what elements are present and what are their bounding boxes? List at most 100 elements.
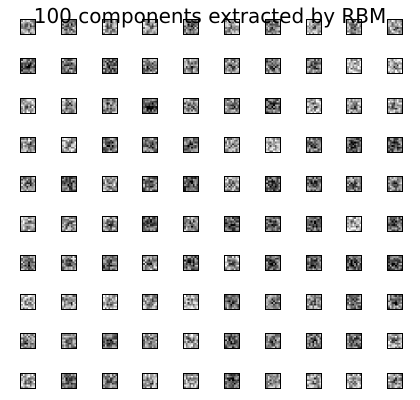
component-tile — [264, 254, 281, 271]
component-tile — [20, 97, 36, 114]
component-image — [347, 334, 362, 349]
component-image — [102, 59, 117, 74]
component-tile — [183, 58, 200, 75]
component-tile — [264, 333, 281, 350]
component-tile — [142, 294, 159, 311]
component-image — [347, 20, 362, 34]
component-image — [265, 216, 280, 231]
component-image — [388, 177, 403, 192]
component-tile — [387, 176, 404, 193]
component-image — [347, 373, 362, 388]
component-tile — [142, 215, 159, 232]
component-tile — [183, 176, 200, 193]
component-image — [184, 59, 199, 74]
component-image — [265, 177, 280, 192]
component-tile — [224, 294, 240, 311]
component-tile — [224, 58, 240, 75]
component-image — [184, 334, 199, 349]
component-tile — [387, 19, 404, 35]
component-image — [265, 20, 280, 34]
component-image — [21, 137, 35, 152]
component-image — [265, 59, 280, 74]
component-tile — [20, 176, 36, 193]
component-image — [61, 216, 76, 231]
component-tile — [101, 97, 118, 114]
component-tile — [101, 254, 118, 271]
component-tile — [387, 136, 404, 153]
component-image — [143, 177, 158, 192]
component-tile — [60, 58, 77, 75]
component-tile — [142, 254, 159, 271]
component-image — [102, 98, 117, 113]
component-image — [225, 98, 239, 113]
component-tile — [264, 215, 281, 232]
component-image — [225, 59, 239, 74]
component-image — [102, 177, 117, 192]
component-tile — [101, 215, 118, 232]
component-tile — [387, 215, 404, 232]
component-image — [61, 59, 76, 74]
component-image — [143, 98, 158, 113]
component-tile — [305, 215, 322, 232]
component-tile — [20, 58, 36, 75]
component-image — [225, 20, 239, 34]
component-tile — [101, 176, 118, 193]
component-image — [306, 255, 321, 270]
component-tile — [142, 136, 159, 153]
component-image — [225, 334, 239, 349]
component-tile — [142, 333, 159, 350]
component-tile — [305, 333, 322, 350]
component-tile — [346, 136, 363, 153]
component-tile — [264, 19, 281, 35]
component-image — [306, 20, 321, 34]
component-tile — [305, 136, 322, 153]
component-tile — [101, 136, 118, 153]
component-tile — [224, 97, 240, 114]
component-tile — [20, 215, 36, 232]
component-image — [143, 373, 158, 388]
component-tile — [183, 372, 200, 389]
component-tile — [224, 254, 240, 271]
component-image — [184, 295, 199, 310]
component-image — [388, 216, 403, 231]
component-image — [225, 295, 239, 310]
component-tile — [101, 333, 118, 350]
component-tile — [60, 136, 77, 153]
component-tile — [224, 333, 240, 350]
component-tile — [142, 19, 159, 35]
component-image — [306, 216, 321, 231]
component-tile — [264, 372, 281, 389]
component-image — [388, 98, 403, 113]
component-tile — [20, 333, 36, 350]
component-tile — [183, 215, 200, 232]
component-image — [61, 98, 76, 113]
component-tile — [224, 372, 240, 389]
component-tile — [60, 333, 77, 350]
component-tile — [346, 294, 363, 311]
figure-title: 100 components extracted by RBM — [33, 4, 387, 28]
component-tile — [305, 254, 322, 271]
component-image — [225, 137, 239, 152]
component-tile — [183, 294, 200, 311]
component-image — [21, 295, 35, 310]
component-image — [306, 334, 321, 349]
component-image — [265, 373, 280, 388]
component-tile — [387, 254, 404, 271]
component-image — [184, 137, 199, 152]
component-tile — [183, 333, 200, 350]
component-image — [184, 255, 199, 270]
component-image — [388, 59, 403, 74]
component-tile — [224, 136, 240, 153]
component-image — [21, 20, 35, 34]
component-image — [21, 255, 35, 270]
component-tile — [346, 333, 363, 350]
component-tile — [305, 372, 322, 389]
component-tile — [346, 215, 363, 232]
component-image — [143, 59, 158, 74]
component-tile — [305, 294, 322, 311]
component-tile — [183, 97, 200, 114]
component-tile — [183, 136, 200, 153]
component-tile — [142, 58, 159, 75]
component-tile — [387, 294, 404, 311]
